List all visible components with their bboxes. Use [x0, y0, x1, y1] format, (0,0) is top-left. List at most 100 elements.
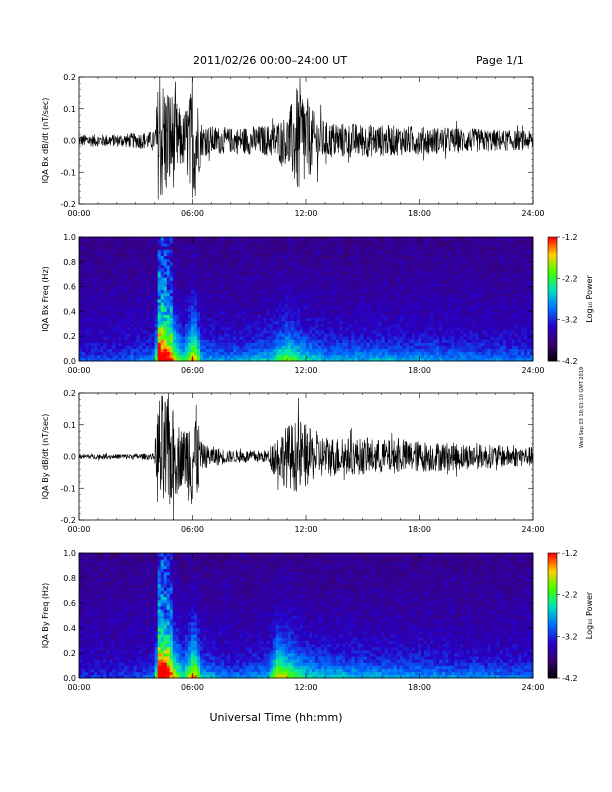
- spectrogram-cell: [424, 308, 428, 312]
- spectrogram-cell: [287, 326, 292, 331]
- spectrogram-cell: [239, 286, 243, 291]
- spectrogram-cell: [287, 336, 292, 340]
- spectrogram-cell: [200, 342, 204, 346]
- spectrogram-cell: [266, 302, 271, 306]
- spectrogram-cell: [115, 317, 119, 322]
- spectrogram-cell: [318, 277, 322, 281]
- spectrogram-cell: [312, 354, 316, 359]
- spectrogram-cell: [172, 330, 177, 334]
- spectrogram-cell: [408, 268, 413, 272]
- spectrogram-cell: [88, 354, 92, 359]
- spectrogram-cell: [124, 243, 128, 247]
- spectrogram-cell: [445, 264, 449, 269]
- spectrogram-cell: [203, 280, 207, 284]
- spectrogram-cell: [248, 295, 252, 300]
- spectrogram-cell: [224, 255, 228, 260]
- spectrogram-cell: [178, 351, 183, 356]
- spectrogram-cell: [336, 261, 340, 266]
- spectrogram-cell: [333, 299, 337, 303]
- spectrogram-cell: [118, 264, 122, 269]
- spectrogram-cell: [163, 305, 168, 309]
- spectrogram-cell: [357, 246, 361, 250]
- spectrogram-cell: [100, 326, 104, 331]
- spectrogram-cell: [97, 339, 101, 343]
- spectrogram-cell: [187, 243, 192, 247]
- spectrogram-cell: [172, 252, 177, 256]
- spectrogram-cell: [327, 243, 331, 247]
- spectrogram-cell: [357, 286, 361, 291]
- spectrogram-cell: [203, 243, 207, 247]
- spectrogram-cell: [248, 264, 252, 269]
- spectrogram-cell: [145, 289, 150, 294]
- spectrogram-cell: [402, 246, 407, 250]
- spectrogram-cell: [254, 237, 258, 241]
- spectrogram-cell: [312, 289, 316, 294]
- spectrogram-cell: [206, 252, 210, 256]
- spectrogram-cell: [299, 283, 304, 287]
- spectrogram-cell: [145, 320, 150, 325]
- spectrogram-cell: [121, 357, 125, 362]
- spectrogram-cell: [327, 314, 331, 318]
- spectrogram-cell: [342, 339, 346, 343]
- spectrogram-cell: [369, 345, 373, 349]
- spectrogram-cell: [85, 268, 89, 272]
- spectrogram-cell: [142, 283, 146, 287]
- spectrogram-cell: [206, 280, 210, 284]
- spectrogram-cell: [269, 345, 274, 349]
- spectrogram-cell: [351, 243, 355, 247]
- spectrogram-cell: [245, 333, 249, 337]
- spectrogram-cell: [399, 277, 404, 281]
- spectrogram-cell: [318, 252, 322, 256]
- spectrogram-cell: [378, 261, 383, 266]
- spectrogram-cell: [402, 237, 407, 241]
- spectrogram-cell: [115, 339, 119, 343]
- spectrogram-cell: [163, 246, 168, 250]
- spectrogram-cell: [378, 299, 383, 303]
- spectrogram-cell: [169, 308, 174, 312]
- spectrogram-cell: [445, 333, 449, 337]
- spectrogram-cell: [272, 255, 277, 260]
- spectrogram-cell: [175, 286, 180, 291]
- spectrogram-cell: [378, 271, 383, 275]
- spectrogram-cell: [251, 274, 255, 278]
- spectrogram-cell: [411, 336, 416, 340]
- spectrogram-cell: [275, 351, 280, 356]
- spectrogram-cell: [315, 336, 319, 340]
- spectrogram-cell: [148, 271, 153, 275]
- spectrogram-cell: [79, 246, 83, 250]
- spectrogram-cell: [363, 339, 367, 343]
- spectrogram-cell: [348, 302, 352, 306]
- spectrogram-cell: [215, 283, 219, 287]
- spectrogram-cell: [366, 283, 370, 287]
- spectrogram-cell: [163, 330, 168, 334]
- spectrogram-cell: [290, 317, 295, 322]
- spectrogram-cell: [124, 264, 128, 269]
- spectrogram-cell: [203, 333, 207, 337]
- spectrogram-cell: [163, 326, 168, 331]
- spectrogram-cell: [227, 333, 231, 337]
- spectrogram-cell: [375, 323, 380, 328]
- spectrogram-cell: [396, 252, 401, 256]
- spectrogram-cell: [436, 286, 440, 291]
- spectrogram-cell: [224, 336, 228, 340]
- spectrogram-cell: [242, 264, 246, 269]
- spectrogram-cell: [184, 268, 189, 272]
- spectrogram-cell: [396, 283, 401, 287]
- spectrogram-cell: [312, 311, 316, 315]
- spectrogram-cell: [321, 320, 325, 325]
- spectrogram-cell: [442, 255, 446, 260]
- spectrogram-cell: [336, 237, 340, 241]
- spectrogram-cell: [103, 305, 107, 309]
- spectrogram-cell: [263, 299, 268, 303]
- spectrogram-cell: [336, 283, 340, 287]
- spectrogram-cell: [387, 351, 392, 356]
- spectrogram-cell: [233, 336, 237, 340]
- spectrogram-cell: [372, 320, 377, 325]
- spectrogram-cell: [333, 302, 337, 306]
- spectrogram-cell: [230, 237, 234, 241]
- spectrogram-cell: [79, 351, 83, 356]
- spectrogram-cell: [360, 311, 364, 315]
- spectrogram-cell: [372, 274, 377, 278]
- spectrogram-cell: [94, 333, 98, 337]
- spectrogram-cell: [287, 268, 292, 272]
